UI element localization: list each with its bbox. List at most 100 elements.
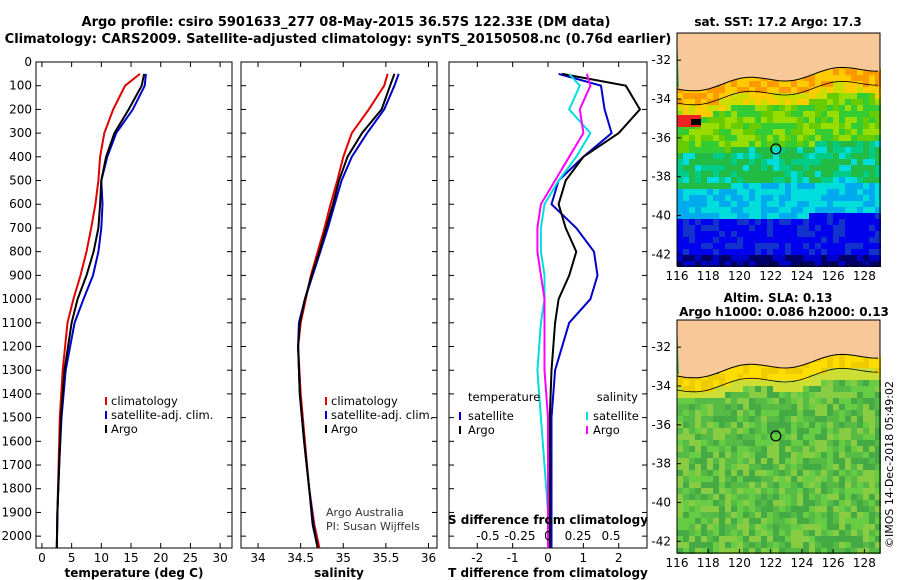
sla-grid-cell — [827, 452, 833, 458]
sla-grid-cell — [707, 494, 713, 500]
sst-grid-cell — [803, 189, 809, 195]
sla-grid-cell — [731, 548, 737, 554]
sla-grid-cell — [677, 452, 683, 458]
sla-grid-cell — [827, 548, 833, 554]
sst-grid-cell — [803, 111, 809, 117]
sla-grid-cell — [797, 530, 803, 536]
sla-grid-cell — [815, 524, 821, 530]
sla-grid-cell — [677, 524, 683, 530]
sla-grid-cell — [767, 386, 773, 392]
sla-grid-cell — [815, 488, 821, 494]
sla-grid-cell — [815, 392, 821, 398]
sst-grid-cell — [689, 159, 695, 165]
sla-grid-cell — [839, 518, 845, 524]
sla-grid-cell — [689, 410, 695, 416]
sst-grid-cell — [743, 183, 749, 189]
sla-grid-cell — [851, 548, 857, 554]
legend-label: Argo — [111, 422, 138, 436]
sla-grid-cell — [857, 434, 863, 440]
sla-grid-cell — [761, 392, 767, 398]
sla-grid-cell — [719, 392, 725, 398]
sst-grid-cell — [737, 87, 743, 93]
sla-grid-cell — [851, 482, 857, 488]
sla-grid-cell — [749, 410, 755, 416]
sla-grid-cell — [743, 380, 749, 386]
sst-grid-cell — [875, 219, 881, 225]
x-axis-label: salinity — [314, 566, 364, 580]
x-tick-label: 0 — [38, 551, 46, 565]
sst-grid-cell — [785, 243, 791, 249]
sla-grid-cell — [761, 446, 767, 452]
sst-grid-cell — [695, 231, 701, 237]
sst-grid-cell — [695, 165, 701, 171]
sst-grid-cell — [779, 147, 785, 153]
sst-grid-cell — [827, 237, 833, 243]
sla-grid-cell — [713, 428, 719, 434]
sla-grid-cell — [689, 500, 695, 506]
sla-grid-cell — [737, 458, 743, 464]
sla-grid-cell — [785, 548, 791, 554]
sla-grid-cell — [845, 524, 851, 530]
sla-grid-cell — [863, 410, 869, 416]
sst-grid-cell — [743, 231, 749, 237]
timestamp-stamp: ©IMOS 14-Dec-2018 05:49:02 — [883, 381, 896, 548]
sst-grid-cell — [695, 135, 701, 141]
sla-grid-cell — [755, 542, 761, 548]
sst-grid-cell — [809, 249, 815, 255]
sla-grid-cell — [707, 422, 713, 428]
sst-grid-cell — [785, 105, 791, 111]
sla-grid-cell — [743, 398, 749, 404]
sla-grid-cell — [737, 416, 743, 422]
sst-grid-cell — [689, 177, 695, 183]
sla-grid-cell — [821, 470, 827, 476]
sla-grid-cell — [731, 374, 737, 380]
sst-grid-cell — [791, 117, 797, 123]
lon-tick-label: 118 — [697, 269, 720, 283]
sla-grid-cell — [869, 494, 875, 500]
sst-grid-cell — [791, 135, 797, 141]
sla-grid-cell — [683, 380, 689, 386]
sla-map-subtitle: Argo h1000: 0.086 h2000: 0.13 — [679, 305, 889, 319]
sla-grid-cell — [707, 404, 713, 410]
sla-grid-cell — [821, 422, 827, 428]
sst-grid-cell — [731, 141, 737, 147]
sla-grid-cell — [755, 416, 761, 422]
sla-grid-cell — [749, 452, 755, 458]
lon-tick-label: 126 — [822, 269, 845, 283]
sla-grid-cell — [791, 476, 797, 482]
sla-grid-cell — [725, 452, 731, 458]
sst-grid-cell — [857, 225, 863, 231]
sla-grid-cell — [689, 548, 695, 554]
sst-grid-cell — [761, 153, 767, 159]
sla-grid-cell — [719, 380, 725, 386]
sla-grid-cell — [719, 506, 725, 512]
sst-grid-cell — [689, 195, 695, 201]
sst-grid-cell — [779, 219, 785, 225]
sst-grid-cell — [767, 93, 773, 99]
sst-grid-cell — [731, 105, 737, 111]
sst-grid-cell — [725, 171, 731, 177]
sla-grid-cell — [683, 470, 689, 476]
sla-grid-cell — [851, 392, 857, 398]
sst-grid-cell — [677, 225, 683, 231]
sla-grid-cell — [827, 470, 833, 476]
sla-grid-cell — [791, 386, 797, 392]
sla-grid-cell — [785, 386, 791, 392]
y-tick-label: 1300 — [1, 363, 32, 377]
sla-grid-cell — [761, 380, 767, 386]
sla-grid-cell — [767, 548, 773, 554]
sla-grid-cell — [827, 482, 833, 488]
sla-grid-cell — [875, 392, 881, 398]
sla-grid-cell — [719, 488, 725, 494]
sla-grid-cell — [827, 362, 833, 368]
sst-grid-cell — [869, 69, 875, 75]
legend-label: Argo — [468, 423, 495, 437]
sst-grid-cell — [809, 243, 815, 249]
sla-grid-cell — [689, 494, 695, 500]
sla-grid-cell — [683, 386, 689, 392]
sla-grid-cell — [845, 446, 851, 452]
sst-grid-cell — [827, 111, 833, 117]
sla-grid-cell — [833, 548, 839, 554]
sst-grid-cell — [821, 171, 827, 177]
sst-grid-cell — [701, 93, 707, 99]
